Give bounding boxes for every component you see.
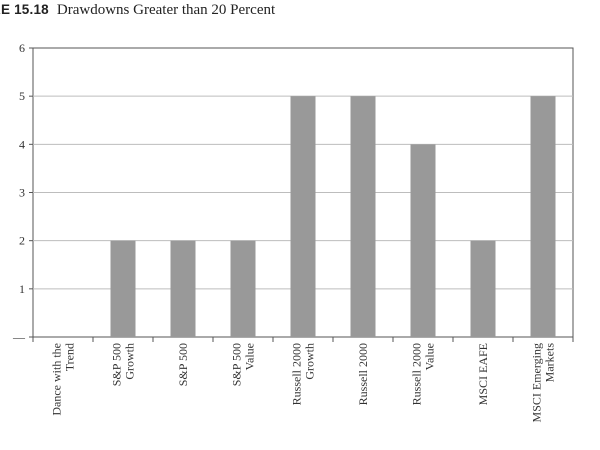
bar <box>530 96 556 338</box>
x-tick-label-line: S&P 500 <box>230 343 244 386</box>
bar <box>230 240 256 337</box>
x-tick-label-line: Russell 2000 <box>290 343 304 405</box>
x-tick-label-line: S&P 500 <box>176 343 190 386</box>
x-tick-label-line: Trend <box>63 343 77 371</box>
x-tick-label: Russell 2000 Growth <box>290 343 317 405</box>
x-tick-label-line: Dance with the <box>50 343 64 416</box>
bar <box>110 240 136 337</box>
bar <box>410 144 436 337</box>
y-tick-label: 3 <box>19 186 25 200</box>
x-tick-label-line: Markets <box>543 343 557 383</box>
x-tick-label-line: MSCI Emerging <box>530 343 544 422</box>
bar <box>170 240 196 337</box>
x-tick-label: Dance with the Trend <box>50 343 77 416</box>
bar <box>470 240 496 337</box>
y-tick-label: 6 <box>19 41 25 55</box>
bar <box>350 96 376 338</box>
x-tick-label-line: Russell 2000 <box>356 343 370 405</box>
x-tick-label: S&P 500 Value <box>230 343 257 386</box>
y-tick-label: 5 <box>19 89 25 103</box>
y-tick-label: — <box>12 330 26 344</box>
x-tick-label: S&P 500 Growth <box>110 343 137 386</box>
x-tick-label: Russell 2000 Value <box>410 343 437 405</box>
x-tick-label-line: S&P 500 <box>110 343 124 386</box>
figure-title: RE 15.18 Drawdowns Greater than 20 Percen… <box>0 2 275 19</box>
x-tick-label: S&P 500 <box>176 343 190 386</box>
y-tick-label: 2 <box>19 234 25 248</box>
y-tick-label: 4 <box>19 137 25 151</box>
x-tick-label-line: MSCI EAFE <box>476 343 490 405</box>
x-tick-label: MSCI EAFE <box>476 343 490 405</box>
x-tick-label: Russell 2000 <box>356 343 370 405</box>
x-tick-label-line: Value <box>423 343 437 370</box>
figure-label: RE 15.18 <box>0 2 49 17</box>
x-tick-label: MSCI Emerging Markets <box>530 343 557 423</box>
x-tick-label-line: Russell 2000 <box>410 343 424 405</box>
x-tick-label-line: Growth <box>303 343 317 380</box>
figure-caption: Drawdowns Greater than 20 Percent <box>56 2 276 18</box>
bar <box>290 96 316 338</box>
x-tick-label-line: Growth <box>123 343 137 380</box>
x-tick-label-line: Value <box>243 343 257 370</box>
y-tick-label: 1 <box>19 282 25 296</box>
